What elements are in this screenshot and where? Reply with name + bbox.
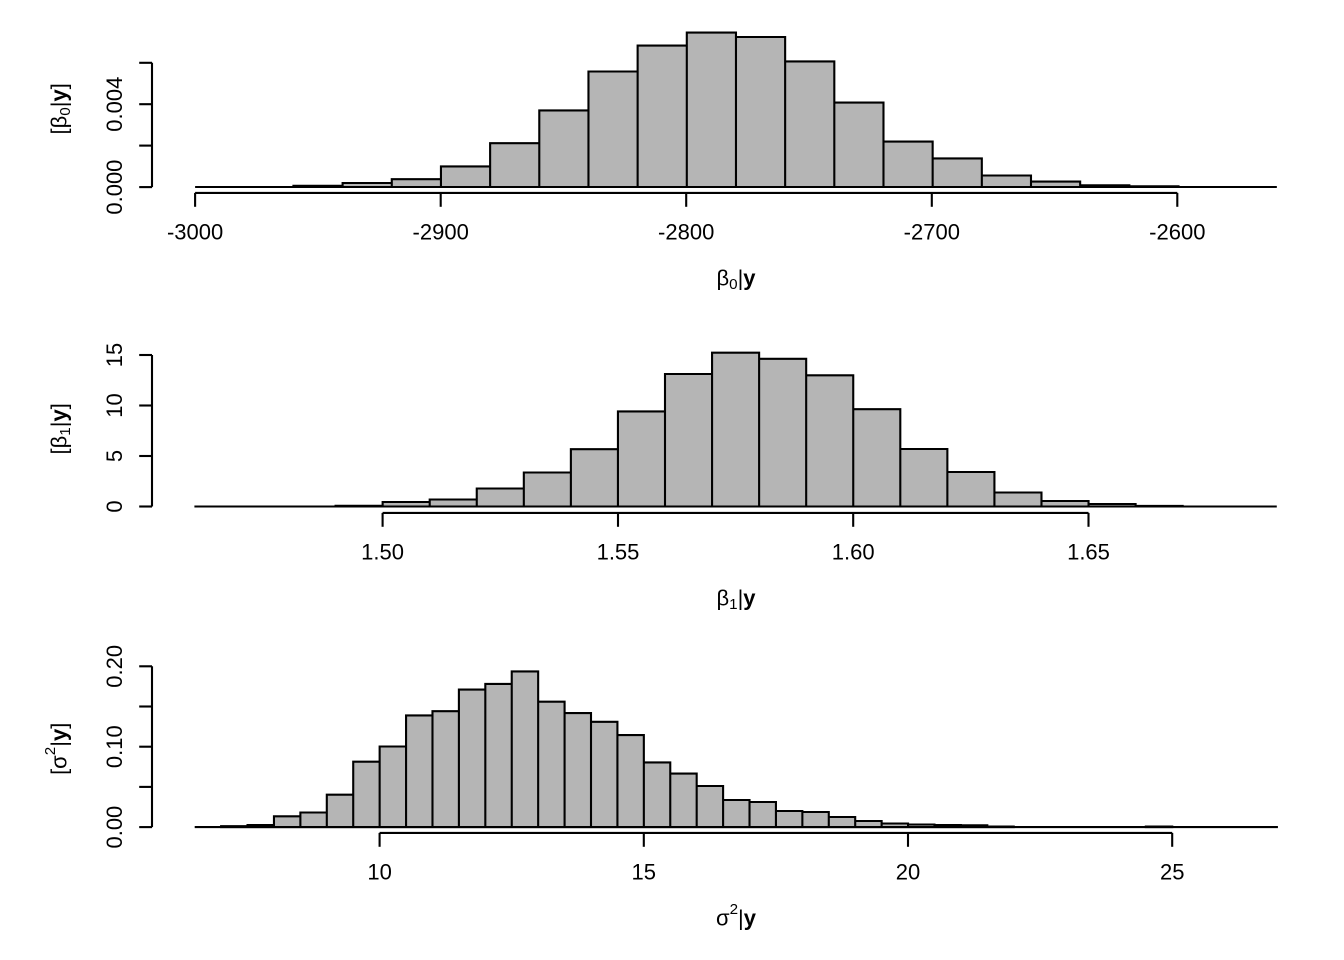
- svg-text:0.000: 0.000: [102, 160, 127, 215]
- svg-text:0.10: 0.10: [102, 725, 127, 768]
- svg-text:0: 0: [102, 500, 127, 512]
- svg-text:-2900: -2900: [413, 219, 469, 244]
- svg-text:25: 25: [1160, 859, 1184, 884]
- svg-text:5: 5: [102, 450, 127, 462]
- svg-text:10: 10: [102, 393, 127, 417]
- svg-text:1.60: 1.60: [832, 539, 875, 564]
- svg-text:-3000: -3000: [167, 219, 223, 244]
- svg-text:0.00: 0.00: [102, 806, 127, 849]
- svg-text:0.004: 0.004: [102, 77, 127, 132]
- svg-text:1.65: 1.65: [1067, 539, 1110, 564]
- svg-text:15: 15: [102, 343, 127, 367]
- svg-text:20: 20: [896, 859, 920, 884]
- svg-text:15: 15: [632, 859, 656, 884]
- svg-text:-2800: -2800: [658, 219, 714, 244]
- svg-text:-2600: -2600: [1149, 219, 1205, 244]
- svg-text:0.20: 0.20: [102, 645, 127, 688]
- svg-text:-2700: -2700: [904, 219, 960, 244]
- svg-text:1.50: 1.50: [361, 539, 404, 564]
- svg-text:1.55: 1.55: [597, 539, 640, 564]
- svg-text:10: 10: [367, 859, 391, 884]
